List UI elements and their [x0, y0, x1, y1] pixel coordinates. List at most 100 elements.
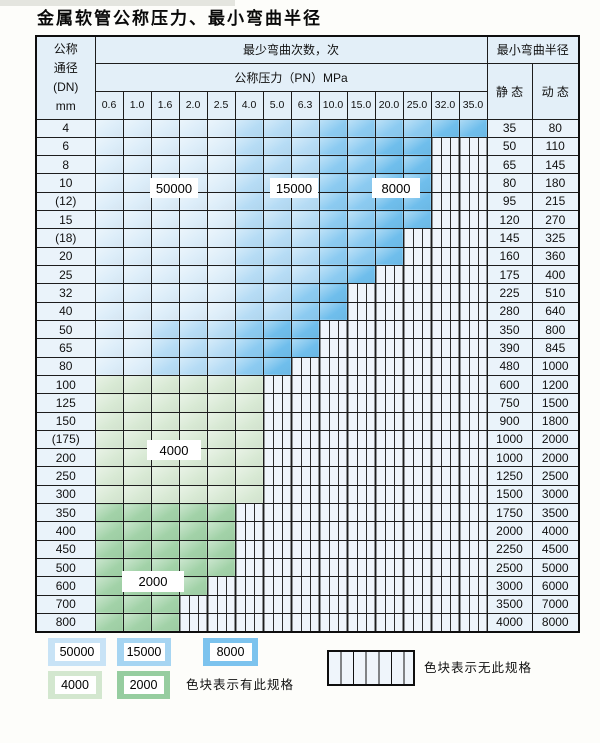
- dn-cell: 700: [35, 594, 96, 614]
- no-spec-cell: [290, 484, 320, 505]
- legend-swatch-8000: 8000: [203, 638, 258, 666]
- spec-cell: [374, 155, 404, 175]
- no-spec-cell: [262, 429, 292, 450]
- spec-cell: [234, 118, 264, 138]
- spec-cell: [122, 319, 152, 340]
- dn-cell: 150: [35, 411, 96, 431]
- spec-cell: [206, 503, 236, 523]
- no-spec-cell: [402, 228, 432, 248]
- no-spec-cell: [430, 594, 460, 614]
- no-spec-cell: [430, 484, 460, 505]
- page-title: 金属软管公称压力、最小弯曲半径: [37, 9, 322, 29]
- dynamic-radius-cell: 180: [531, 173, 580, 193]
- spec-cell: [178, 539, 208, 560]
- spec-cell: [206, 448, 236, 468]
- spec-cell: [206, 136, 236, 157]
- no-spec-cell: [262, 576, 292, 596]
- spec-cell: [234, 264, 264, 285]
- spec-cell: [206, 374, 236, 395]
- dynamic-radius-cell: 3500: [531, 503, 580, 523]
- no-spec-cell: [346, 484, 376, 505]
- static-radius-cell: 50: [486, 136, 533, 157]
- pressure-col-header: 2.0: [178, 90, 208, 120]
- spec-cell: [94, 521, 124, 541]
- spec-cell: [206, 228, 236, 248]
- no-spec-cell: [458, 448, 488, 468]
- spec-cell: [178, 393, 208, 413]
- dn-cell: 4: [35, 118, 96, 138]
- no-spec-cell: [430, 374, 460, 395]
- spec-cell: [318, 283, 348, 303]
- no-spec-cell: [346, 612, 376, 633]
- spec-cell: [374, 246, 404, 267]
- static-radius-cell: 35: [486, 118, 533, 138]
- no-spec-cell: [430, 210, 460, 230]
- dynamic-radius-cell: 1200: [531, 374, 580, 395]
- spec-cell: [206, 264, 236, 285]
- spec-cell: [290, 228, 320, 248]
- dn-cell: 32: [35, 283, 96, 303]
- no-spec-cell: [178, 594, 208, 614]
- dynamic-radius-cell: 110: [531, 136, 580, 157]
- no-spec-cell: [458, 155, 488, 175]
- no-spec-cell: [374, 521, 404, 541]
- table-row: 6 50 110: [35, 136, 580, 157]
- table-row: 80 480 1000: [35, 356, 580, 376]
- spec-cell: [458, 118, 488, 138]
- no-spec-cell: [430, 283, 460, 303]
- legend-no-spec-text: 色块表示无此规格: [424, 661, 533, 675]
- spec-cell: [94, 191, 124, 212]
- spec-cell: [150, 283, 180, 303]
- bend-cycles-header: 最少弯曲次数，次: [94, 35, 488, 64]
- dn-cell: 500: [35, 557, 96, 578]
- spec-cell: [178, 301, 208, 321]
- spec-cell: [262, 301, 292, 321]
- spec-cell: [122, 264, 152, 285]
- no-spec-cell: [290, 356, 320, 376]
- spec-cell: [206, 301, 236, 321]
- no-spec-cell: [402, 374, 432, 395]
- spec-cell: [234, 283, 264, 303]
- spec-cell: [346, 228, 376, 248]
- no-spec-cell: [430, 155, 460, 175]
- static-radius-cell: 4000: [486, 612, 533, 633]
- dn-cell: 15: [35, 210, 96, 230]
- spec-cell: [262, 118, 292, 138]
- spec-cell: [150, 246, 180, 267]
- cycle-count-label: 8000: [372, 178, 420, 198]
- spec-cell: [206, 118, 236, 138]
- no-spec-cell: [458, 521, 488, 541]
- spec-cell: [94, 503, 124, 523]
- spec-cell: [374, 118, 404, 138]
- no-spec-cell: [346, 466, 376, 486]
- static-radius-cell: 225: [486, 283, 533, 303]
- table-row: 125 750 1500: [35, 393, 580, 413]
- dynamic-radius-cell: 640: [531, 301, 580, 321]
- spec-cell: [122, 448, 152, 468]
- no-spec-cell: [346, 576, 376, 596]
- legend-swatch-label: 50000: [54, 643, 100, 661]
- spec-cell: [94, 246, 124, 267]
- no-spec-cell: [430, 393, 460, 413]
- table-row: 32 225 510: [35, 283, 580, 303]
- spec-cell: [94, 612, 124, 633]
- spec-cell: [234, 301, 264, 321]
- spec-cell: [178, 136, 208, 157]
- no-spec-cell: [402, 576, 432, 596]
- dynamic-radius-cell: 1800: [531, 411, 580, 431]
- spec-cell: [150, 118, 180, 138]
- spec-cell: [234, 448, 264, 468]
- no-spec-cell: [374, 356, 404, 376]
- no-spec-cell: [458, 411, 488, 431]
- legend-has-spec-text: 色块表示有此规格: [186, 678, 295, 692]
- no-spec-cell: [458, 246, 488, 267]
- spec-cell: [94, 301, 124, 321]
- spec-cell: [374, 210, 404, 230]
- no-spec-cell: [458, 173, 488, 193]
- spec-cell: [206, 356, 236, 376]
- spec-cell: [94, 228, 124, 248]
- no-spec-cell: [430, 576, 460, 596]
- spec-cell: [262, 356, 292, 376]
- no-spec-cell: [402, 319, 432, 340]
- spec-cell: [206, 429, 236, 450]
